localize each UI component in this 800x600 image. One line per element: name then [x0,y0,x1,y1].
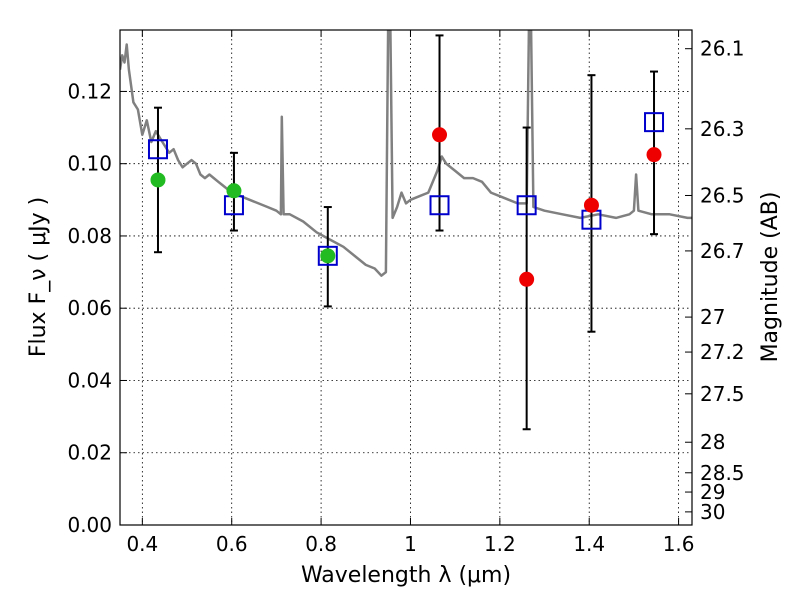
grid-lines [120,30,692,526]
observed-point-green [226,183,242,199]
y-tick-label: 0.06 [67,296,112,320]
observed-point-red [583,197,599,213]
mag-tick-label: 26.1 [700,37,745,61]
x-axis-label: Wavelength λ (μm) [301,563,511,588]
observed-point-red [646,147,662,163]
model-photometry-box [147,139,168,160]
model-photometry-box [317,245,338,266]
x-tick-label: 0.8 [305,532,337,556]
x-tick-label: 0.6 [216,532,248,556]
observed-layer [150,127,662,287]
x-tick-label: 1.4 [573,532,605,556]
model-photometry-box [644,112,665,133]
x-tick-label: 1.6 [663,532,695,556]
mag-tick-label: 26.5 [700,183,745,207]
model-spectrum-line [120,30,692,277]
model-photometry-box [516,195,537,216]
y-tick-label: 0.10 [67,152,112,176]
observed-point-green [150,172,166,188]
mag-tick-label: 26.3 [700,117,745,141]
y-axis-label: Flux F_ν ( μJy ) [26,197,51,357]
y-tick-label: 0.08 [67,224,112,248]
observed-point-red [432,127,448,143]
axis-ticks: 0.4 0.6 0.8 1 1.2 1.4 1.6 0.00 0.02 0.04 0.06 0.08 0… [67,30,745,556]
observed-point-red [519,271,535,287]
mag-tick-label: 26.7 [700,239,745,263]
y2-axis-label: Magnitude (AB) [758,192,783,363]
mag-tick-label: 27.5 [700,382,745,406]
plot-frame [119,29,693,526]
model-photometry-box [429,195,450,216]
y-tick-label: 0.00 [67,513,112,537]
observed-point-green [320,248,336,264]
y-tick-label: 0.04 [67,368,112,392]
x-tick-label: 1.2 [484,532,516,556]
y-tick-label: 0.12 [67,79,112,103]
spectrum-layer [120,30,692,277]
errorbar-layer [153,34,659,431]
x-tick-label: 0.4 [126,532,158,556]
mag-tick-label: 28 [700,430,725,454]
y-tick-label: 0.02 [67,441,112,465]
mag-tick-label: 29 [700,480,725,504]
x-tick-label: 1 [404,532,417,556]
mag-tick-label: 27 [700,305,725,329]
mag-tick-label: 28.5 [700,461,745,485]
mag-tick-label: 30 [700,500,725,524]
mag-tick-label: 27.2 [700,340,745,364]
